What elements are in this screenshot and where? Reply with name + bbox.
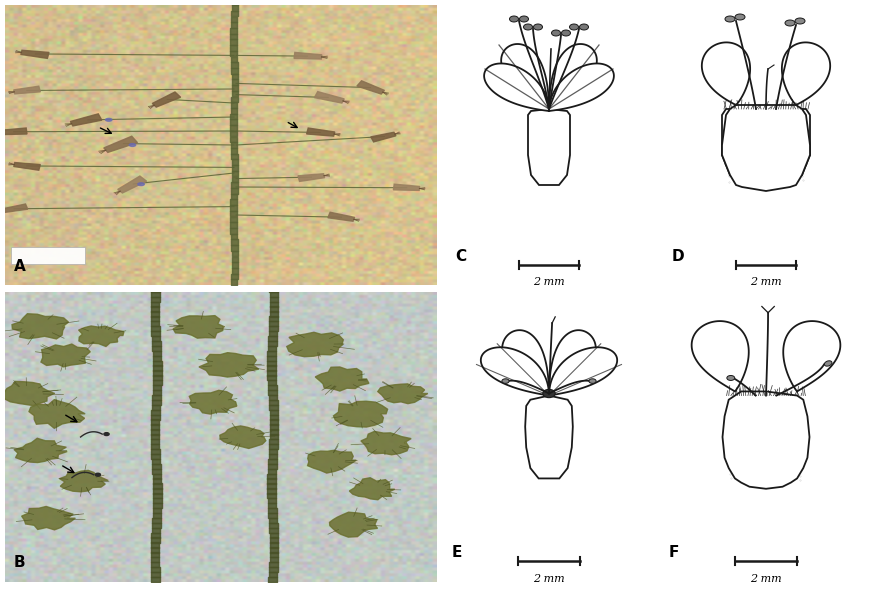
Ellipse shape (727, 375, 735, 381)
Polygon shape (199, 353, 259, 377)
Ellipse shape (519, 16, 529, 22)
Polygon shape (21, 50, 49, 58)
Ellipse shape (579, 24, 588, 30)
Polygon shape (503, 330, 549, 395)
Polygon shape (796, 109, 810, 165)
Polygon shape (334, 401, 388, 427)
Ellipse shape (524, 24, 532, 30)
Polygon shape (14, 438, 67, 463)
Text: 2 mm: 2 mm (533, 277, 565, 287)
Polygon shape (328, 212, 355, 221)
Ellipse shape (106, 119, 112, 121)
Polygon shape (118, 176, 147, 193)
Polygon shape (371, 132, 396, 142)
Polygon shape (726, 165, 806, 187)
Ellipse shape (725, 16, 735, 22)
Polygon shape (22, 506, 75, 530)
Polygon shape (12, 314, 68, 339)
Polygon shape (783, 321, 841, 391)
Text: E: E (452, 545, 462, 560)
Polygon shape (104, 136, 137, 152)
Polygon shape (691, 321, 749, 391)
Polygon shape (79, 326, 124, 346)
Polygon shape (71, 114, 101, 126)
Ellipse shape (533, 24, 543, 30)
Polygon shape (298, 173, 324, 181)
Text: C: C (455, 249, 466, 264)
Polygon shape (307, 128, 335, 136)
Text: A: A (14, 259, 25, 274)
Ellipse shape (95, 473, 101, 476)
Ellipse shape (104, 432, 109, 435)
Polygon shape (722, 109, 736, 165)
Text: 2 mm: 2 mm (750, 573, 782, 584)
Ellipse shape (561, 30, 571, 36)
Polygon shape (315, 91, 344, 103)
Ellipse shape (824, 360, 832, 366)
Text: B: B (14, 555, 25, 571)
Polygon shape (173, 316, 225, 338)
Polygon shape (29, 399, 85, 428)
Polygon shape (2, 381, 54, 405)
Polygon shape (549, 64, 614, 111)
Text: F: F (669, 545, 679, 560)
Polygon shape (308, 450, 357, 473)
Ellipse shape (543, 389, 555, 398)
Polygon shape (329, 512, 378, 537)
Polygon shape (357, 81, 385, 94)
Polygon shape (549, 330, 596, 395)
Ellipse shape (735, 14, 745, 20)
Ellipse shape (795, 18, 805, 24)
Polygon shape (152, 92, 181, 107)
Polygon shape (501, 44, 549, 111)
Ellipse shape (129, 143, 135, 146)
Ellipse shape (551, 30, 560, 36)
Text: D: D (672, 249, 684, 264)
FancyBboxPatch shape (11, 247, 85, 264)
Text: 2 mm: 2 mm (750, 277, 782, 287)
Polygon shape (782, 42, 830, 105)
Polygon shape (287, 332, 343, 357)
Polygon shape (361, 431, 411, 455)
Polygon shape (350, 478, 395, 500)
Polygon shape (14, 162, 40, 170)
Ellipse shape (589, 379, 596, 384)
Polygon shape (316, 367, 369, 391)
Ellipse shape (502, 379, 510, 384)
Polygon shape (549, 348, 617, 395)
Polygon shape (723, 391, 809, 489)
Polygon shape (41, 344, 90, 367)
Polygon shape (722, 105, 810, 191)
Ellipse shape (785, 20, 795, 26)
Polygon shape (220, 426, 266, 448)
Polygon shape (59, 470, 108, 492)
Ellipse shape (510, 16, 518, 22)
Polygon shape (0, 128, 27, 135)
Polygon shape (528, 109, 570, 185)
Polygon shape (378, 384, 428, 404)
Text: 2 mm: 2 mm (533, 573, 565, 584)
Polygon shape (484, 64, 549, 111)
Polygon shape (702, 42, 750, 105)
Ellipse shape (138, 183, 144, 186)
Polygon shape (14, 86, 40, 94)
Polygon shape (481, 348, 549, 395)
Polygon shape (294, 53, 322, 59)
Ellipse shape (570, 24, 579, 30)
Polygon shape (3, 204, 28, 212)
Polygon shape (549, 44, 597, 111)
Polygon shape (525, 395, 572, 478)
Polygon shape (393, 184, 420, 191)
Polygon shape (190, 391, 237, 414)
